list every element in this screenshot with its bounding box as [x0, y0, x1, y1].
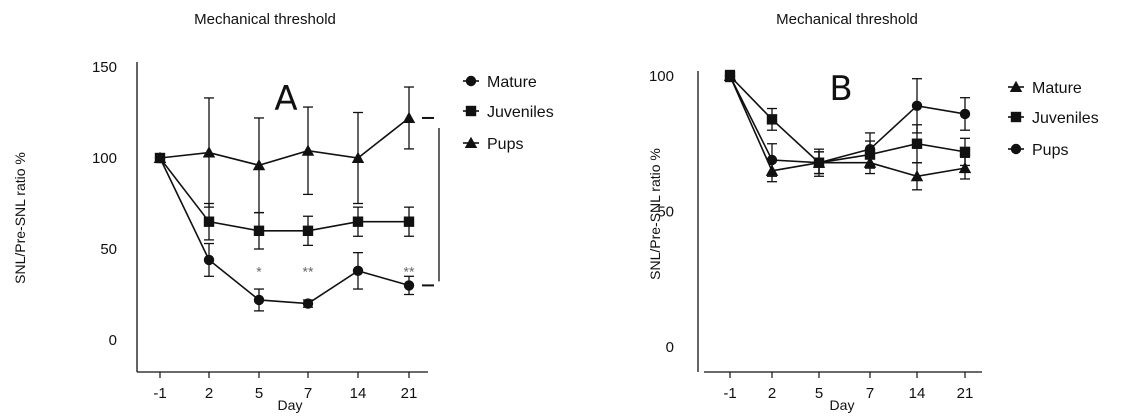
chart-b-x-tick-label: 21: [957, 385, 974, 402]
chart-a-point-mature: [253, 294, 265, 306]
chart-b-panel-label: B: [829, 69, 852, 109]
chart-b-title: Mechanical threshold: [776, 11, 918, 28]
chart-b-ylabel: SNL/Pre-SNL ratio %: [647, 148, 663, 280]
chart-a-x-tick-label: 5: [255, 385, 263, 402]
chart-a-panel-label: A: [274, 79, 297, 119]
chart-a-ylabel: SNL/Pre-SNL ratio %: [12, 152, 28, 284]
chart-b-legend-marker-pups: [1010, 143, 1022, 155]
chart-a-y-tick-label: 0: [109, 332, 117, 349]
chart-b-point-juveniles: [959, 146, 971, 158]
chart-a-series-line-juveniles: [159, 157, 409, 232]
chart-b-legend-marker-juveniles: [1010, 111, 1022, 123]
chart-a-point-pups: [351, 151, 365, 163]
chart-a-legend-label-pups: Pups: [487, 136, 523, 153]
chart-b-point-pups: [959, 108, 971, 120]
chart-a-point-juveniles: [302, 225, 314, 236]
chart-a-x-tick-label: 2: [205, 385, 213, 402]
chart-a-title: Mechanical threshold: [194, 11, 336, 28]
chart-a-point-juveniles: [203, 216, 215, 227]
chart-b-y-tick-label: 50: [657, 204, 674, 221]
chart-a-point-pups: [301, 144, 315, 156]
chart-b-legend-label-juveniles: Juveniles: [1032, 110, 1099, 127]
chart-a-x-tick-label: 7: [304, 385, 312, 402]
chart-a-x-tick-label: 14: [350, 385, 367, 402]
chart-a-point-juveniles: [352, 216, 364, 227]
chart-b-x-tick-label: 5: [815, 385, 823, 402]
chart-a-point-mature: [403, 280, 415, 291]
chart-a-legend-marker-pups: [464, 136, 478, 148]
chart-a-point-pups: [402, 111, 416, 123]
chart-b-series-line-pups: [729, 75, 966, 164]
chart-a-y-tick-label: 50: [100, 241, 117, 258]
chart-a-significance-annotation: **: [303, 263, 314, 279]
chart-b-series-line-juveniles: [729, 75, 966, 164]
chart-a-legend-marker-juveniles: [465, 105, 477, 117]
chart-b-x-tick-label: 14: [909, 385, 926, 402]
chart-a-point-mature: [203, 254, 215, 266]
chart-b-point-pups: [864, 143, 876, 155]
chart-a-point-pups: [252, 159, 266, 171]
chart-b-point-pups: [813, 157, 825, 168]
chart-b-y-tick-label: 0: [666, 339, 674, 356]
chart-b-y-tick-label: 100: [649, 68, 674, 85]
chart-a-point-mature: [352, 265, 364, 277]
chart-a-significance-annotation: *: [256, 263, 262, 279]
chart-a-point-juveniles: [403, 216, 415, 227]
chart-a-legend-label-juveniles: Juveniles: [487, 104, 554, 121]
chart-a-x-tick-label: -1: [153, 385, 166, 402]
chart-a-significance-annotation: **: [404, 263, 415, 279]
chart-b-legend-label-mature: Mature: [1032, 80, 1082, 97]
chart-b-point-mature: [958, 161, 972, 174]
chart-a-series-line-pups: [159, 117, 410, 167]
chart-a-point-juveniles: [253, 225, 265, 236]
chart-b-point-juveniles: [766, 114, 778, 125]
chart-a-x-tick-label: 21: [401, 385, 418, 402]
chart-b-point-pups: [911, 100, 923, 112]
chart-a-y-tick-label: 100: [92, 150, 117, 167]
chart-a-point-mature: [302, 298, 314, 309]
chart-b-point-pups: [766, 154, 778, 166]
chart-b-xlabel: Day: [830, 397, 855, 413]
chart-b-x-tick-label: 7: [866, 385, 874, 402]
chart-a-point-pups: [153, 151, 167, 163]
chart-b-legend-label-pups: Pups: [1032, 142, 1068, 159]
chart-b-point-juveniles: [911, 138, 923, 149]
chart-a-point-pups: [202, 146, 216, 158]
chart-b-x-tick-label: 2: [768, 385, 776, 402]
chart-b-x-tick-label: -1: [723, 385, 736, 402]
chart-b-point-pups: [724, 70, 736, 82]
chart-b-series-line-mature: [729, 75, 966, 178]
chart-a-legend-label-mature: Mature: [487, 74, 537, 91]
chart-a-xlabel: Day: [278, 397, 303, 413]
chart-b-point-mature: [910, 170, 924, 182]
chart-a-legend-marker-mature: [465, 75, 477, 87]
chart-a-y-tick-label: 150: [92, 59, 117, 76]
chart-b-legend-marker-mature: [1009, 80, 1023, 92]
chart-a-series-line-mature: [159, 157, 410, 305]
